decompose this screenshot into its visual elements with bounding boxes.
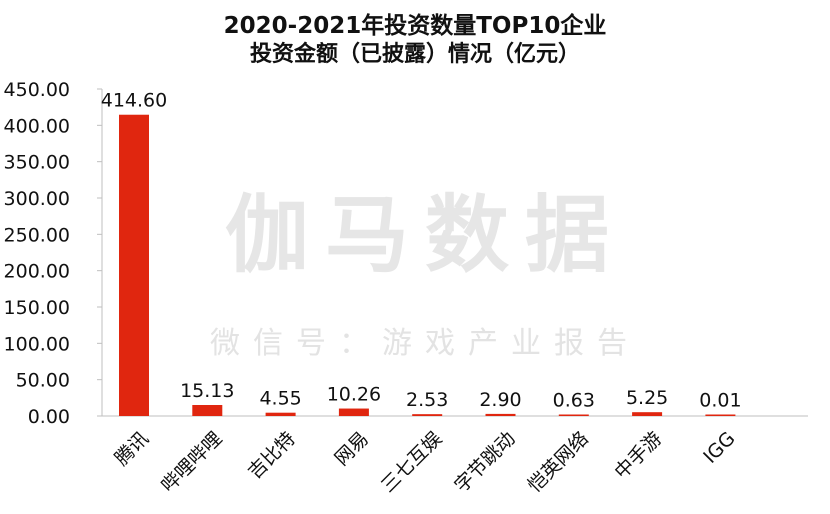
y-tick-label: 200.00 (4, 261, 70, 283)
y-tick-label: 150.00 (4, 297, 70, 319)
y-tick-label: 300.00 (4, 188, 70, 210)
bar (119, 114, 149, 416)
data-label: 0.63 (553, 390, 595, 412)
bar (265, 412, 296, 416)
bar (412, 414, 443, 416)
data-label: 5.25 (626, 387, 668, 409)
y-tick-label: 250.00 (4, 224, 70, 246)
y-tick-label: 350.00 (4, 152, 70, 174)
x-tick-label: 哔哩哔哩 (157, 428, 226, 497)
chart-subtitle: 投资金额（已披露）情况（亿元） (249, 42, 580, 67)
bar (485, 413, 516, 416)
data-label: 2.90 (479, 389, 521, 411)
data-label: 4.55 (259, 388, 301, 410)
data-label: 2.53 (406, 389, 448, 411)
y-tick-label: 50.00 (16, 370, 70, 392)
y-tick-label: 0.00 (28, 406, 70, 428)
bar (632, 412, 663, 416)
data-label: 10.26 (327, 384, 381, 406)
x-tick-label: 三七互娱 (377, 428, 446, 497)
data-label: 0.01 (699, 390, 741, 412)
y-tick-label: 450.00 (4, 79, 70, 101)
x-tick-label: 吉比特 (244, 428, 300, 484)
bar (192, 405, 223, 416)
bar (558, 414, 589, 416)
chart-title: 2020-2021年投资数量TOP10企业 (223, 13, 607, 39)
y-tick-label: 400.00 (4, 115, 70, 137)
data-label: 414.60 (101, 90, 167, 112)
x-tick-label: 中手游 (610, 428, 666, 484)
x-tick-label: IGG (699, 428, 739, 468)
x-tick-label: 字节跳动 (450, 428, 519, 497)
x-tick-label: 网易 (331, 428, 373, 470)
bar (338, 408, 369, 416)
x-tick-label: 腾讯 (111, 428, 153, 470)
data-label: 15.13 (180, 380, 234, 402)
y-tick-label: 100.00 (4, 333, 70, 355)
x-tick-label: 恺英网络 (524, 428, 593, 497)
bar (705, 414, 736, 416)
